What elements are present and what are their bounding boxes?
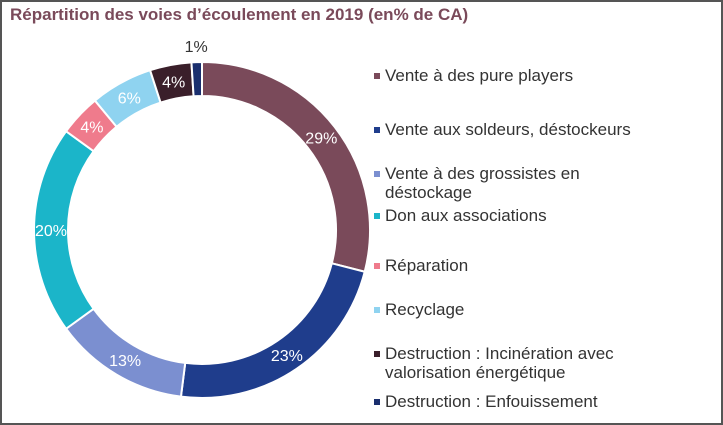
data-label: 20% [35, 223, 67, 240]
legend-swatch [374, 73, 380, 79]
legend-label: Réparation [385, 256, 469, 275]
data-label: 4% [162, 75, 185, 92]
data-label: 13% [109, 353, 141, 370]
legend-label: déstockage [385, 183, 472, 202]
legend-swatch [374, 351, 380, 357]
data-label: 29% [305, 130, 337, 147]
data-label: 1% [185, 39, 208, 56]
legend-swatch [374, 399, 380, 405]
legend-item: Vente à des grossistes en déstockage [372, 164, 580, 202]
legend-swatch [374, 307, 380, 313]
legend-item: Don aux associations [372, 206, 547, 225]
legend-item: Réparation [372, 256, 468, 275]
legend-label: valorisation énergétique [385, 363, 566, 382]
chart-title: Répartition des voies d’écoulement en 20… [10, 5, 469, 24]
legend-label: Recyclage [385, 300, 465, 319]
legend-item: Destruction : Incinération avec valorisat… [372, 344, 614, 382]
legend-item: Destruction : Enfouissement [372, 392, 598, 411]
legend-item: Recyclage [372, 300, 464, 319]
legend-item: Vente à des pure players [372, 66, 573, 85]
legend-swatch [374, 127, 380, 133]
legend-label: Vente à des pure players [385, 66, 574, 85]
legend-label: Vente aux soldeurs, déstockeurs [385, 120, 631, 139]
legend-item: Vente aux soldeurs, déstockeurs [372, 120, 631, 139]
donut-slice-0 [201, 60, 371, 273]
legend-swatch [374, 263, 380, 269]
data-label: 4% [80, 120, 103, 137]
legend-label: Don aux associations [385, 206, 547, 225]
legend-swatch [374, 171, 380, 177]
donut-slice-1 [179, 262, 366, 399]
legend-label: Vente à des grossistes en [385, 164, 580, 183]
data-label: 23% [271, 348, 303, 365]
legend-label: Destruction : Incinération avec [385, 344, 614, 363]
donut-slice-7 [190, 60, 203, 98]
legend-swatch [374, 213, 380, 219]
data-label: 6% [118, 91, 141, 108]
legend-label: Destruction : Enfouissement [385, 392, 598, 411]
